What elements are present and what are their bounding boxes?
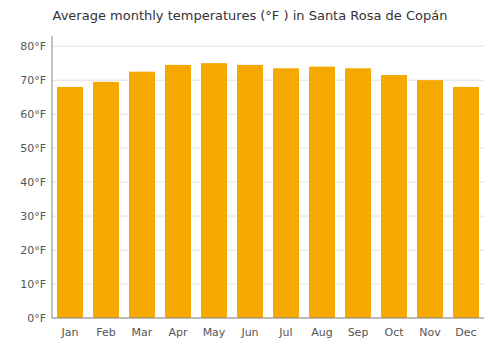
x-tick-label: Jul xyxy=(278,326,292,339)
bar xyxy=(273,68,299,318)
bar xyxy=(165,65,191,318)
y-axis-line xyxy=(52,36,53,318)
x-tick-label: Mar xyxy=(132,326,153,339)
chart-container: Average monthly temperatures (°F ) in Sa… xyxy=(0,0,500,350)
x-tick-label: Nov xyxy=(419,326,441,339)
y-tick-label: 10°F xyxy=(20,278,46,291)
bar xyxy=(57,87,83,318)
bar xyxy=(129,72,155,318)
y-tick-label: 30°F xyxy=(20,210,46,223)
y-tick-label: 70°F xyxy=(20,74,46,87)
bar xyxy=(345,68,371,318)
y-tick-label: 0°F xyxy=(27,312,46,325)
bar xyxy=(201,63,227,318)
y-tick-label: 20°F xyxy=(20,244,46,257)
x-tick-label: Dec xyxy=(455,326,476,339)
x-axis-line xyxy=(52,318,484,319)
title: Average monthly temperatures (°F ) in Sa… xyxy=(53,8,448,23)
y-tick-label: 60°F xyxy=(20,108,46,121)
bar xyxy=(309,67,335,318)
x-tick-label: May xyxy=(203,326,226,339)
x-tick-label: Jun xyxy=(240,326,258,339)
y-tick-label: 50°F xyxy=(20,142,46,155)
x-tick-label: Aug xyxy=(311,326,332,339)
bar xyxy=(417,80,443,318)
x-tick-label: Apr xyxy=(168,326,188,339)
chart: Average monthly temperatures (°F ) in Sa… xyxy=(0,0,500,350)
y-tick-label: 40°F xyxy=(20,176,46,189)
grid xyxy=(52,46,484,318)
bar xyxy=(453,87,479,318)
bar xyxy=(93,82,119,318)
bars xyxy=(57,63,479,318)
y-tick-label: 80°F xyxy=(20,40,46,53)
grid-line xyxy=(52,46,484,47)
x-tick-label: Sep xyxy=(348,326,369,339)
bar xyxy=(237,65,263,318)
x-tick-label: Oct xyxy=(384,326,404,339)
x-tick-label: Feb xyxy=(96,326,115,339)
grid-line xyxy=(52,318,484,319)
bar xyxy=(381,75,407,318)
x-tick-label: Jan xyxy=(61,326,79,339)
